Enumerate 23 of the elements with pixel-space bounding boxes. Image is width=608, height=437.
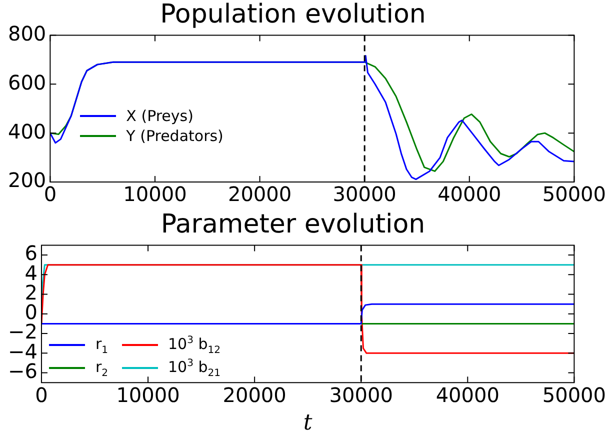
- x-tick-label: 50000: [542, 182, 606, 206]
- chart-title: Parameter evolution: [160, 209, 426, 240]
- x-tick-label: 20000: [228, 182, 292, 206]
- legend-label: r$_{1}$: [95, 334, 108, 356]
- chart-title: Population evolution: [160, 0, 426, 30]
- x-tick-label: 30000: [329, 382, 393, 407]
- x-axis-title: t: [303, 410, 312, 436]
- y-tick-label: 800: [8, 21, 46, 46]
- x-tick-label: 50000: [542, 382, 606, 407]
- x-tick-label: 40000: [438, 182, 502, 206]
- legend-label: X (Preys): [126, 107, 194, 126]
- legend-label: 10$^{3}$ b$_{21}$: [168, 358, 221, 379]
- legend-label: 10$^{3}$ b$_{12}$: [168, 334, 221, 356]
- x-tick-label: 10000: [116, 382, 180, 407]
- y-tick-label: 200: [8, 168, 46, 192]
- x-tick-label: 30000: [332, 182, 396, 206]
- x-tick-label: 20000: [222, 382, 286, 407]
- legend-label: r$_{2}$: [95, 358, 108, 379]
- x-tick-label: 40000: [436, 382, 500, 407]
- x-tick-label: 10000: [123, 182, 187, 206]
- legend-label: Y (Predators): [126, 127, 224, 146]
- y-tick-label: 400: [8, 119, 46, 144]
- y-tick-label: 600: [8, 70, 46, 94]
